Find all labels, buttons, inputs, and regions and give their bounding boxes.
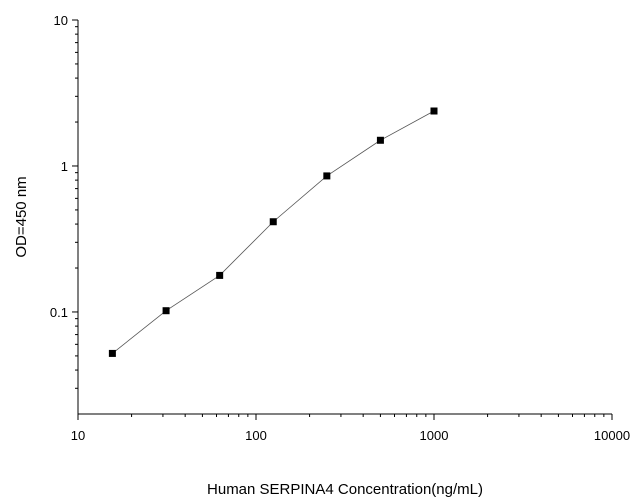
x-tick-label: 10: [71, 428, 85, 443]
series-line: [112, 110, 435, 354]
axes: [77, 20, 612, 415]
tick-labels: 10 100 1000 10000 0.1 1 10: [50, 13, 630, 443]
x-tick-label: 1000: [420, 428, 449, 443]
data-series: [108, 107, 438, 357]
x-axis-title: Human SERPINA4 Concentration(ng/mL): [207, 481, 483, 498]
data-point: [216, 271, 224, 279]
y-tick-label: 0.1: [50, 305, 68, 320]
data-point: [376, 136, 384, 144]
x-tick-label: 10000: [594, 428, 630, 443]
x-tick-label: 100: [245, 428, 267, 443]
data-point: [269, 218, 277, 226]
data-point: [162, 307, 170, 315]
y-tick-label: 10: [54, 13, 68, 28]
y-tick-label: 1: [61, 159, 68, 174]
axis-ticks: [72, 19, 613, 420]
data-point: [430, 107, 438, 115]
data-point: [108, 349, 116, 357]
y-axis-title: OD=450 nm: [13, 176, 30, 257]
data-point: [323, 172, 331, 180]
